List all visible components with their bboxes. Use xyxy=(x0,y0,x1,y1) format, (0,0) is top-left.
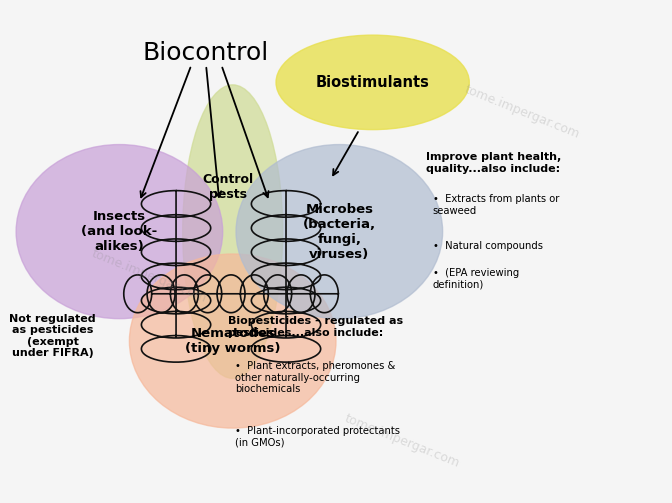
Text: tome.impergar.com: tome.impergar.com xyxy=(343,411,462,470)
Text: Nematodes
(tiny worms): Nematodes (tiny worms) xyxy=(185,327,280,355)
Text: Biocontrol: Biocontrol xyxy=(143,41,269,64)
Text: Biostimulants: Biostimulants xyxy=(316,75,429,90)
Text: •  (EPA reviewing
definition): • (EPA reviewing definition) xyxy=(433,268,519,290)
Text: •  Natural compounds: • Natural compounds xyxy=(433,240,542,250)
Text: Biopesticides – regulated as
pesticides...also include:: Biopesticides – regulated as pesticides.… xyxy=(228,316,403,338)
Ellipse shape xyxy=(130,254,336,428)
Text: Improve plant health,
quality...also include:: Improve plant health, quality...also inc… xyxy=(426,152,561,174)
Ellipse shape xyxy=(183,85,283,378)
Text: Not regulated
as pesticides
(exempt
under FIFRA): Not regulated as pesticides (exempt unde… xyxy=(9,314,96,359)
Text: Control
pests: Control pests xyxy=(202,173,253,201)
Ellipse shape xyxy=(236,144,443,319)
Ellipse shape xyxy=(276,35,469,130)
Text: Insects
(and look-
alikes): Insects (and look- alikes) xyxy=(81,210,157,253)
Text: tome.impergar.com: tome.impergar.com xyxy=(463,83,582,141)
Text: tome.impergar.com: tome.impergar.com xyxy=(90,247,209,305)
Ellipse shape xyxy=(16,144,222,319)
Text: •  Plant-incorporated protectants
(in GMOs): • Plant-incorporated protectants (in GMO… xyxy=(235,426,400,448)
Text: •  Plant extracts, pheromones &
other naturally-occurring
biochemicals: • Plant extracts, pheromones & other nat… xyxy=(235,361,395,394)
Text: •  Extracts from plants or
seaweed: • Extracts from plants or seaweed xyxy=(433,194,559,216)
Text: Microbes
(bacteria,
fungi,
viruses): Microbes (bacteria, fungi, viruses) xyxy=(303,203,376,261)
